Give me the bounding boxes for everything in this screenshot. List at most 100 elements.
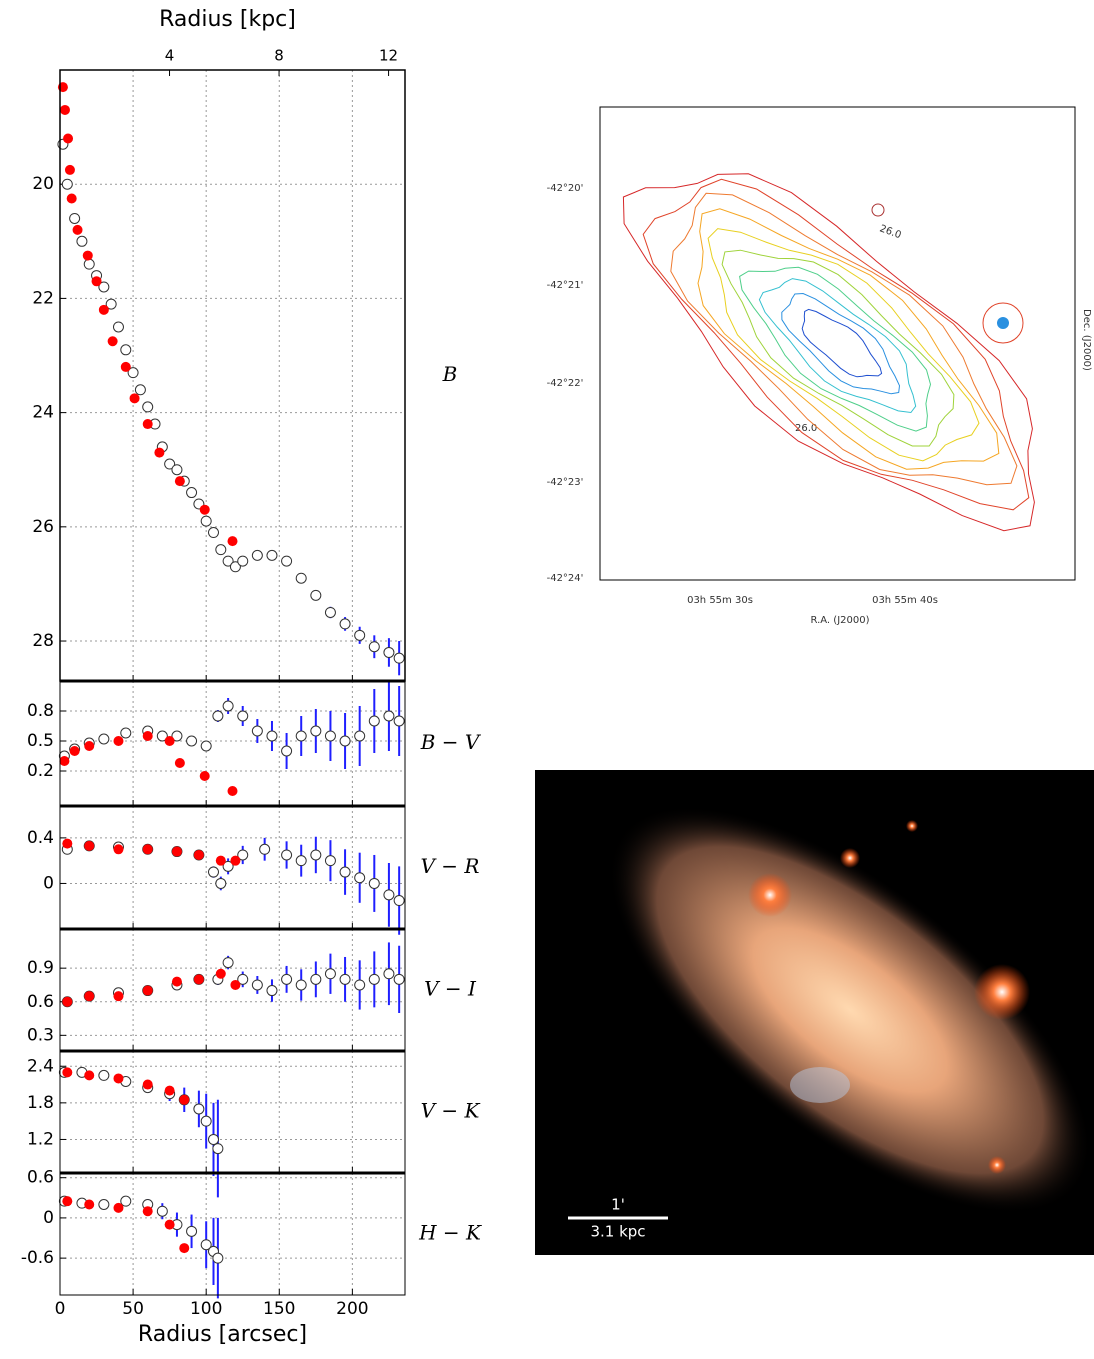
y-tick-label: 0.9 [27, 958, 54, 978]
point [368, 641, 380, 653]
point [295, 979, 307, 991]
point [164, 458, 176, 470]
panel-frame [59, 928, 406, 1052]
point [199, 504, 210, 515]
contour [697, 208, 1000, 470]
point [251, 979, 263, 991]
point [171, 730, 183, 742]
contour-map: -42°20' -42°21' -42°22' -42°23' -42°24' … [547, 106, 1092, 626]
point [179, 1243, 190, 1254]
point [199, 771, 210, 781]
point [227, 786, 238, 796]
point [174, 758, 185, 768]
point [215, 877, 227, 889]
point [259, 843, 271, 855]
point [113, 844, 124, 855]
point [295, 572, 307, 584]
point [98, 304, 109, 315]
contour [622, 173, 1035, 532]
point [212, 1252, 224, 1264]
point [295, 855, 307, 867]
galaxy [608, 806, 1092, 1214]
map-y-tick: -42°23' [547, 477, 584, 488]
x2-tick-label: 12 [379, 47, 398, 65]
point [186, 1225, 198, 1237]
point [69, 212, 81, 224]
point [98, 733, 110, 745]
y-tick-label: 0.8 [27, 701, 54, 721]
contour [871, 203, 885, 217]
panel-label: B [442, 362, 458, 386]
point [222, 957, 234, 969]
point [69, 746, 80, 756]
contour [758, 278, 917, 414]
point [200, 740, 212, 752]
y-tick-label: 0.4 [27, 828, 54, 848]
contour [739, 266, 932, 432]
color-image: 1' 3.1 kpc [535, 770, 1094, 1255]
point [230, 855, 241, 866]
point [207, 1133, 219, 1145]
point [295, 730, 307, 742]
point [215, 968, 226, 979]
contour [670, 192, 1018, 486]
point [164, 736, 175, 746]
point [142, 731, 153, 741]
point [237, 555, 249, 567]
point [98, 1069, 110, 1081]
contour [982, 302, 1024, 344]
point [310, 725, 322, 737]
y-tick-label: 1.2 [27, 1129, 54, 1149]
point [383, 889, 395, 901]
point [281, 849, 293, 861]
point [98, 1199, 110, 1211]
point [171, 846, 182, 857]
point [393, 973, 405, 985]
y-tick-label: 24 [32, 403, 54, 423]
point [129, 393, 140, 404]
point [66, 193, 77, 204]
point [207, 866, 219, 878]
point [83, 258, 95, 270]
point [179, 1094, 190, 1105]
map-y-tick: -42°22' [547, 378, 584, 389]
point [62, 1196, 73, 1207]
y-tick-label: 0.3 [27, 1025, 54, 1045]
point [281, 745, 293, 757]
map-frame [599, 106, 1076, 581]
point [324, 855, 336, 867]
point [156, 730, 168, 742]
point [368, 715, 380, 727]
y-tick-label: 26 [32, 517, 54, 537]
panel-frame [59, 69, 406, 682]
y-tick-label: 0 [43, 1208, 54, 1228]
y-tick-label: 0 [43, 873, 54, 893]
point [164, 1219, 175, 1230]
contour [642, 178, 1030, 511]
point [212, 710, 224, 722]
point [200, 515, 212, 527]
point [62, 1067, 73, 1078]
point [266, 549, 278, 561]
point [174, 476, 185, 487]
point [72, 224, 83, 235]
x2-tick-label: 4 [165, 47, 175, 65]
star-cluster [790, 1067, 850, 1103]
point [354, 730, 366, 742]
point [171, 464, 183, 476]
y-tick-label: 28 [32, 631, 54, 651]
point [61, 178, 73, 190]
point [82, 250, 93, 261]
contour [997, 317, 1009, 329]
point [393, 652, 405, 664]
point [63, 133, 74, 144]
x-tick-label: 50 [122, 1299, 144, 1319]
point [62, 838, 73, 849]
y-tick-label: 22 [32, 288, 54, 308]
point [237, 710, 249, 722]
y-tick-label: 1.8 [27, 1093, 54, 1113]
point [142, 1079, 153, 1090]
point [120, 1195, 132, 1207]
point [113, 736, 124, 746]
x-axis-label: Radius [arcsec] [138, 1322, 307, 1347]
